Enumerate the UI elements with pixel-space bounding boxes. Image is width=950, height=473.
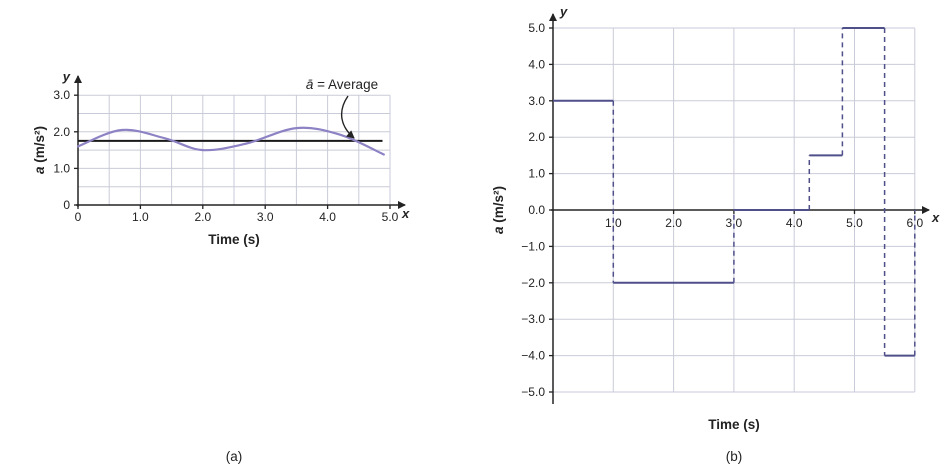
svg-text:2.0: 2.0 [528, 130, 545, 144]
tick-marks [74, 94, 391, 209]
svg-text:4.0: 4.0 [319, 210, 336, 224]
x-axis-letter: x [931, 210, 940, 225]
caption-a: (a) [225, 449, 243, 464]
svg-text:4.0: 4.0 [528, 57, 545, 71]
chart-b-plot: 5.0 4.0 3.0 2.0 1.0 0.0 −1.0 −2.0 −3.0 −4.0 −5.0 1.… [491, 4, 940, 432]
svg-text:5.0: 5.0 [846, 216, 863, 230]
svg-text:3.0: 3.0 [257, 210, 274, 224]
svg-text:0.0: 0.0 [528, 203, 545, 217]
svg-text:1.0: 1.0 [605, 216, 622, 230]
svg-text:4.0: 4.0 [786, 216, 803, 230]
svg-text:2.0: 2.0 [665, 216, 682, 230]
caption-b: (b) [725, 449, 743, 464]
y-axis-letter: y [559, 4, 568, 19]
acceleration-curve [76, 126, 385, 156]
y-axis-label: a (m/s²) [32, 126, 47, 174]
chart-b-step-acceleration: 5.0 4.0 3.0 2.0 1.0 0.0 −1.0 −2.0 −3.0 −4.0 −5.0 1.… [470, 0, 950, 473]
svg-text:3.0: 3.0 [726, 216, 743, 230]
svg-text:6.0: 6.0 [906, 216, 923, 230]
svg-text:3.0: 3.0 [528, 94, 545, 108]
x-axis-label: Time (s) [708, 417, 760, 432]
chart-a-average-acceleration: 0 1.0 2.0 3.0 0 1.0 2.0 3.0 4.0 5.0 y x a (m/s²) Time… [0, 0, 470, 473]
y-axis-letter: y [62, 69, 71, 84]
svg-text:5.0: 5.0 [528, 21, 545, 35]
svg-text:2.0: 2.0 [194, 210, 211, 224]
svg-text:2.0: 2.0 [53, 125, 70, 139]
x-axis-letter: x [401, 206, 410, 221]
svg-text:1.0: 1.0 [53, 161, 70, 175]
x-axis-label: Time (s) [208, 232, 260, 247]
svg-text:5.0: 5.0 [382, 210, 399, 224]
step-series [553, 27, 916, 357]
y-axis-label: a (m/s²) [491, 186, 506, 234]
chart-a-plot: 0 1.0 2.0 3.0 0 1.0 2.0 3.0 4.0 5.0 y x a (m/s²) Time… [32, 69, 410, 247]
tick-labels: 0 1.0 2.0 3.0 0 1.0 2.0 3.0 4.0 5.0 [53, 88, 398, 224]
average-annotation: ā = Average [306, 77, 378, 92]
svg-text:−4.0: −4.0 [521, 349, 545, 363]
tick-labels: 5.0 4.0 3.0 2.0 1.0 0.0 −1.0 −2.0 −3.0 −4.0 −5.0 1.… [521, 21, 923, 399]
svg-text:0: 0 [75, 210, 82, 224]
svg-text:3.0: 3.0 [53, 88, 70, 102]
svg-text:−3.0: −3.0 [521, 312, 545, 326]
svg-text:−5.0: −5.0 [521, 385, 545, 399]
svg-text:0: 0 [63, 198, 70, 212]
svg-text:−1.0: −1.0 [521, 239, 545, 253]
svg-text:−2.0: −2.0 [521, 276, 545, 290]
svg-text:1.0: 1.0 [132, 210, 149, 224]
svg-text:1.0: 1.0 [528, 167, 545, 181]
annotation-arrow [340, 95, 355, 139]
grid [78, 94, 391, 205]
